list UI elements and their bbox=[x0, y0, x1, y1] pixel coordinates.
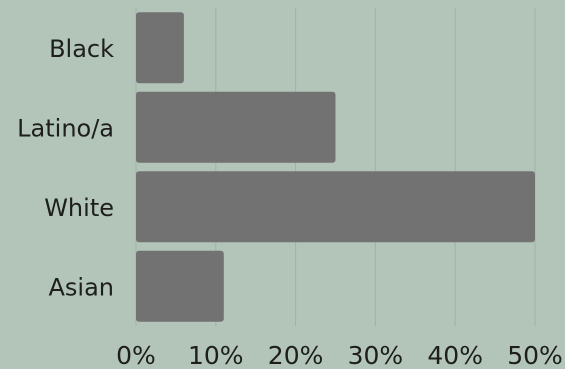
category-label: Asian bbox=[48, 273, 114, 301]
bars bbox=[136, 12, 535, 322]
x-tick-label: 30% bbox=[348, 341, 404, 369]
category-label: White bbox=[44, 194, 114, 222]
category-labels: Black Latino/a White Asian bbox=[17, 35, 114, 302]
x-tick-label: 40% bbox=[427, 341, 483, 369]
category-label: Latino/a bbox=[17, 114, 114, 142]
bar-black bbox=[136, 12, 184, 84]
bar-white bbox=[136, 171, 535, 243]
bar-asian bbox=[136, 250, 224, 322]
x-tick-label: 10% bbox=[188, 341, 244, 369]
x-tick-label: 20% bbox=[268, 341, 324, 369]
x-axis-tick-labels: 0% 10% 20% 30% 40% 50% bbox=[116, 341, 563, 369]
x-tick-label: 50% bbox=[507, 341, 563, 369]
x-tick-label: 0% bbox=[116, 341, 156, 369]
category-label: Black bbox=[49, 35, 114, 63]
bar-latino-a bbox=[136, 91, 336, 163]
